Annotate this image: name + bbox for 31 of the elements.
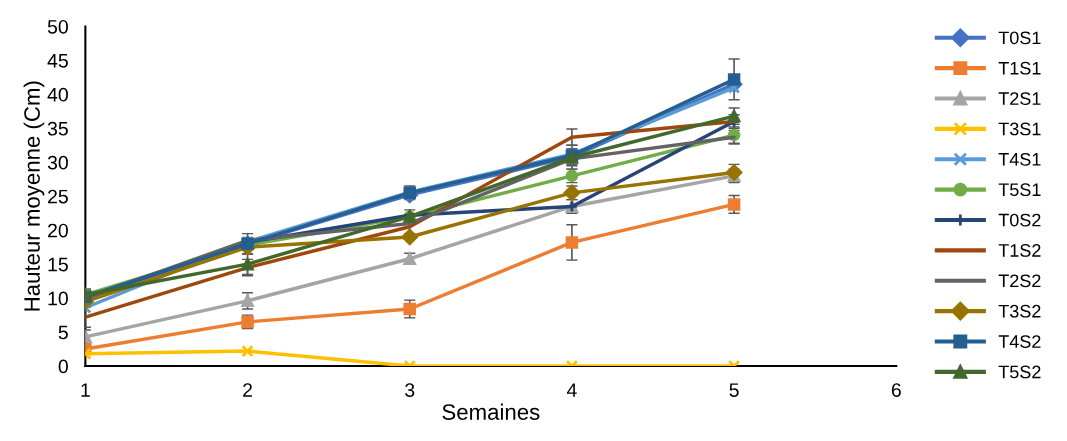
x-tick-label: 5: [729, 383, 739, 397]
legend-label: T1S1: [998, 61, 1041, 75]
y-tick-label: 30: [47, 155, 68, 170]
x-tick-label: 2: [243, 383, 252, 397]
x-tick-label: 1: [81, 383, 90, 397]
legend-label: T5S1: [998, 183, 1041, 197]
y-tick-label: 0: [58, 359, 68, 374]
legend-label: T4S2: [998, 335, 1041, 348]
legend-label: T0S1: [998, 31, 1041, 45]
x-tick-label: 6: [891, 383, 901, 397]
legend-label: T3S2: [998, 304, 1041, 318]
y-tick-label: 45: [47, 54, 68, 68]
legend-label: T2S2: [998, 274, 1041, 288]
y-tick-label: 20: [48, 223, 68, 238]
x-tick-label: 3: [405, 383, 415, 397]
y-tick-label: 10: [48, 291, 68, 306]
y-tick-label: 50: [47, 19, 68, 34]
y-tick-label: 35: [47, 121, 68, 136]
legend-label: T3S1: [998, 122, 1041, 136]
legend-label: T2S1: [998, 92, 1041, 105]
y-tick-label: 15: [48, 257, 68, 272]
y-axis-title: Hauteur moyenne (Cm): [23, 81, 45, 311]
legend-label: T1S2: [998, 244, 1041, 257]
legend-label: T4S1: [998, 152, 1041, 166]
x-tick-label: 4: [566, 383, 577, 397]
x-axis-title: Semaines: [442, 403, 540, 420]
legend-label: T0S2: [998, 213, 1041, 227]
y-tick-label: 25: [48, 189, 68, 204]
y-tick-label: 40: [47, 87, 68, 102]
legend-label: T5S2: [998, 365, 1041, 379]
y-tick-label: 5: [58, 325, 68, 340]
